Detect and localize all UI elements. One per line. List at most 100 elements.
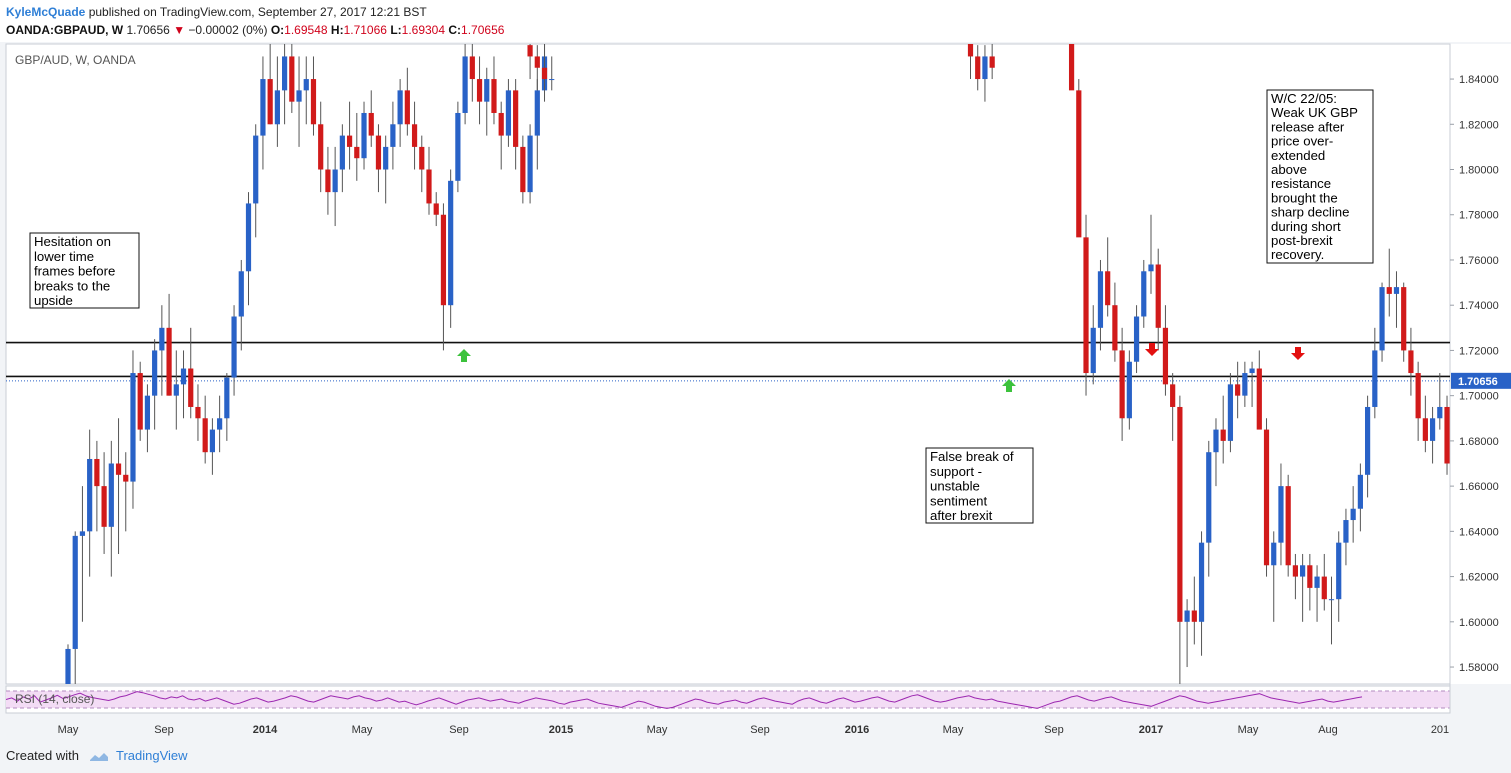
annotation-text: above [1271, 162, 1307, 177]
red-down-arrow-icon [1145, 343, 1159, 356]
candle-down [989, 56, 995, 68]
annotation-text: breaks to the [34, 278, 110, 293]
candle-down [520, 146, 526, 193]
price-pane[interactable] [5, 43, 1451, 685]
candle-down [975, 56, 981, 80]
candle-up [982, 56, 988, 80]
candle-down [498, 112, 504, 136]
candle-down [1191, 610, 1197, 622]
candle-down [1256, 368, 1262, 430]
candle-down [1263, 429, 1270, 566]
candle-up [152, 350, 158, 396]
candle-down [534, 56, 540, 68]
x-tick-label: 2016 [845, 724, 869, 736]
candle-down [433, 203, 439, 215]
x-tick-label: May [647, 724, 668, 736]
annotation-text: after brexit [930, 508, 993, 523]
candle-up [339, 135, 345, 170]
y-tick-label: 1.80000 [1459, 165, 1499, 177]
candle-up [130, 373, 136, 482]
candle-up [159, 327, 165, 351]
chart-legend: GBP/AUD, W, OANDA [15, 53, 136, 67]
candle-up [1271, 542, 1277, 566]
rsi-line [5, 691, 1363, 709]
x-tick-label: Sep [154, 724, 174, 736]
candle-down [123, 474, 129, 482]
y-tick-label: 1.74000 [1459, 300, 1499, 312]
footer-text: Created with TradingView [6, 748, 188, 763]
candle-down [513, 90, 519, 147]
candle-down [1155, 264, 1161, 328]
candle-up [1278, 486, 1284, 543]
annotation-box [1266, 89, 1374, 264]
annotation-text: price over- [1271, 134, 1333, 149]
created-with-label: Created with [6, 748, 79, 763]
candle-up [253, 135, 259, 204]
candle-up [79, 531, 86, 536]
y-tick-label: 1.58000 [1459, 662, 1499, 674]
candle-down [195, 406, 201, 419]
rsi-legend: RSI (14, close) [15, 692, 94, 706]
candle-down [1083, 237, 1089, 374]
price-chart[interactable]: 1.58000 1.60000 1.62000 1.64000 1.66000 1.680… [0, 42, 1511, 742]
candle-down [426, 169, 432, 204]
candle-up [1343, 520, 1349, 543]
x-tick-label: May [58, 724, 79, 736]
x-tick-label: Sep [449, 724, 469, 736]
y-tick-label: 1.60000 [1459, 617, 1499, 629]
price-axis-area[interactable] [1450, 44, 1511, 684]
candle-up [209, 429, 215, 453]
candle-up [1393, 287, 1400, 294]
candle-down [1285, 486, 1291, 566]
author-link[interactable]: KyleMcQuade [6, 5, 86, 19]
ohlc-line: OANDA:GBPAUD, W 1.70656 ▼ −0.00002 (0%) … [6, 23, 504, 37]
candle-down [1170, 384, 1176, 407]
annotation-text: post-brexit [1271, 233, 1333, 248]
candle-up [534, 90, 540, 136]
y-tick-label: 1.66000 [1459, 481, 1499, 493]
candle-up [1429, 418, 1436, 441]
candle-up [1227, 384, 1234, 441]
green-up-arrow-icon [457, 349, 471, 362]
candle-down [368, 112, 374, 136]
candle-down [476, 79, 483, 102]
candle-up [274, 90, 280, 125]
candle-down [1105, 271, 1111, 306]
x-tick-label: 2014 [253, 724, 278, 736]
candle-up [1097, 271, 1104, 328]
annotation-text: upside [34, 293, 73, 308]
open-label: O: [270, 23, 285, 37]
footer: Created with TradingView [0, 742, 1511, 773]
tradingview-link[interactable]: TradingView [116, 748, 188, 763]
candle-down [202, 418, 208, 453]
candle-up [1198, 542, 1205, 622]
candle-up [505, 90, 512, 136]
symbol-label: OANDA:GBPAUD, W [6, 23, 124, 37]
candle-down [1220, 429, 1226, 441]
annotation-text: sharp decline [1271, 205, 1349, 220]
candle-up [1314, 576, 1320, 588]
candle-up [1184, 610, 1190, 622]
x-tick-label: 201 [1431, 724, 1449, 736]
annotation-box [925, 447, 1034, 524]
red-down-arrow-icon [1291, 347, 1305, 360]
candle-up [549, 79, 555, 81]
green-up-arrow-icon [1002, 379, 1016, 392]
candle-down [289, 56, 295, 102]
close-value: 1.70656 [461, 23, 505, 37]
candle-down [967, 44, 974, 57]
annotation-text: W/C 22/05: [1271, 91, 1337, 106]
candle-up [1141, 271, 1147, 317]
high-value: 1.71066 [343, 23, 387, 37]
candle-up [455, 112, 461, 181]
annotation-text: recovery. [1271, 247, 1324, 262]
candle-down [188, 368, 194, 407]
price-badge [1451, 372, 1511, 389]
candle-up [245, 203, 252, 272]
candle-down [137, 373, 143, 430]
candles-group [65, 44, 1450, 684]
candle-down [1415, 373, 1421, 419]
candle-up [144, 395, 151, 430]
candle-up [1242, 373, 1248, 396]
candle-up [332, 169, 338, 193]
